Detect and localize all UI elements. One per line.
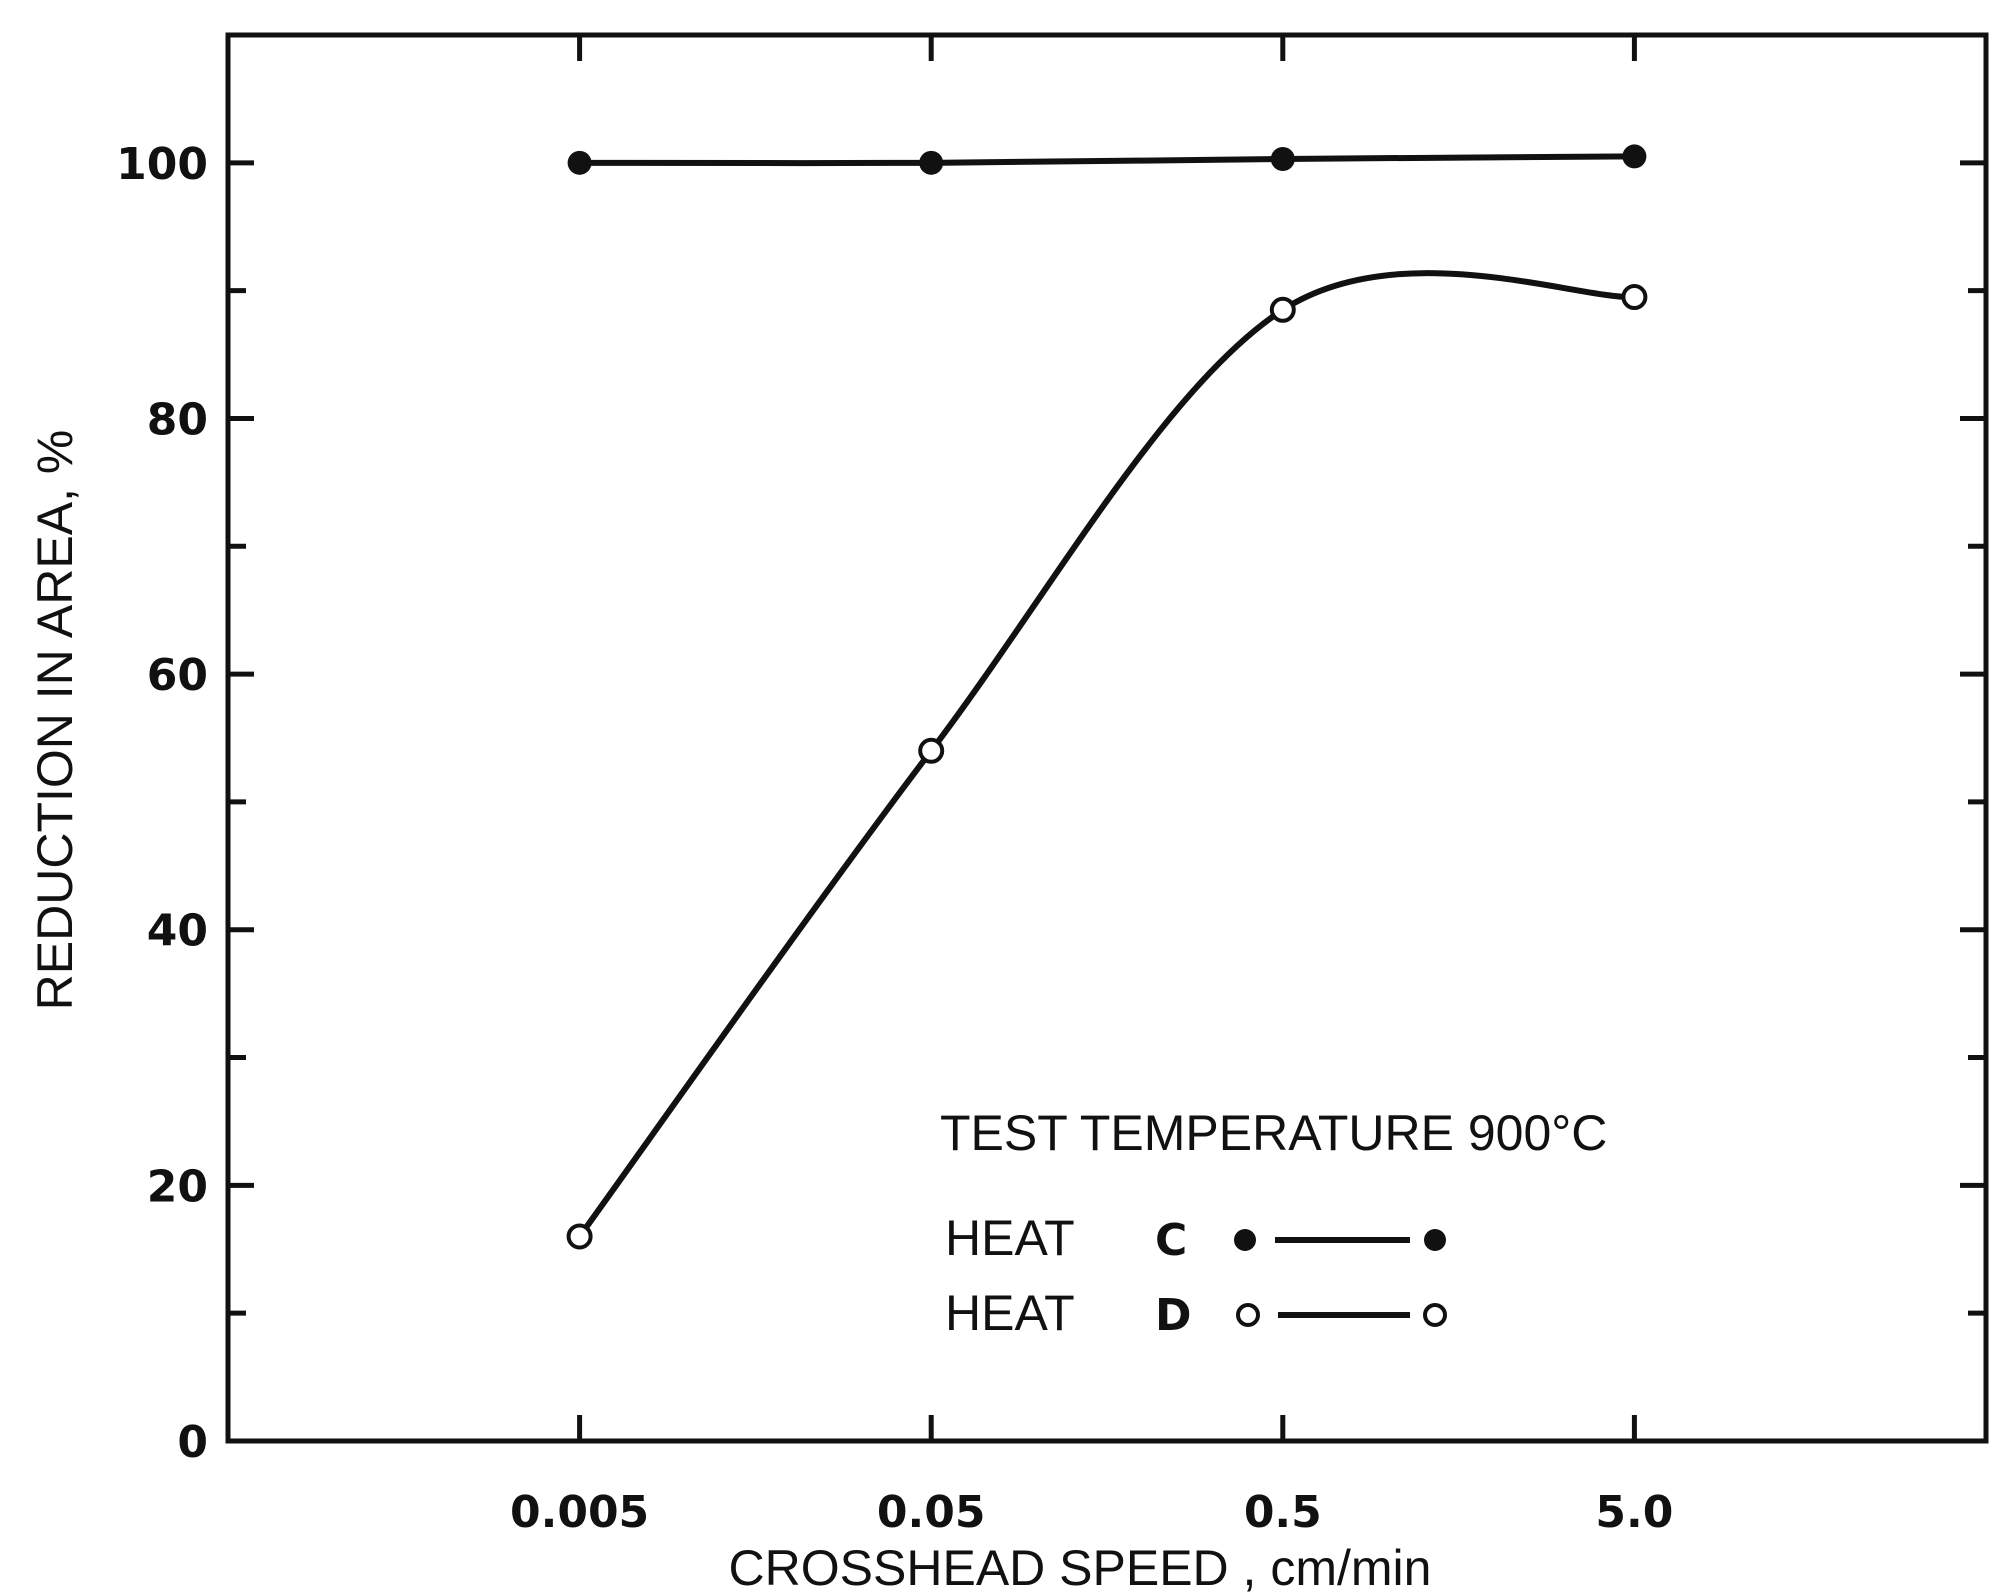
- series-line-d: [577, 270, 1635, 1239]
- y-tick-label: 80: [147, 394, 208, 445]
- data-point-d: [566, 1223, 593, 1250]
- data-point-c: [1270, 146, 1295, 171]
- data-point-d: [918, 737, 945, 764]
- x-tick-label: 0.005: [510, 1487, 649, 1538]
- series-line-c: [579, 153, 1635, 167]
- y-tick-label: 60: [147, 650, 208, 701]
- series-curves: [577, 153, 1635, 1239]
- data-point-d: [1621, 284, 1648, 311]
- legend-c-marker-left: [1234, 1229, 1256, 1251]
- x-tick-label: 0.5: [1244, 1487, 1322, 1538]
- legend-d-marker-left: [1236, 1303, 1260, 1327]
- plot-frame: [225, 32, 1989, 1444]
- legend-heat-c-prefix: HEAT: [945, 1210, 1075, 1266]
- x-tick-label: 5.0: [1595, 1487, 1673, 1538]
- data-point-c: [1622, 144, 1647, 169]
- legend-heat-d-prefix: HEAT: [945, 1285, 1075, 1341]
- legend: TEST TEMPERATURE 900°C HEAT C HEAT D: [940, 1105, 1607, 1341]
- x-axis-ticks: 0.005 0.05 0.5 5.0: [510, 35, 1673, 1538]
- y-tick-label: 20: [147, 1161, 208, 1212]
- y-axis-ticks: 0 20 40 60 80 100: [116, 139, 1986, 1468]
- legend-d-marker-right: [1423, 1303, 1447, 1327]
- legend-c-marker-right: [1424, 1229, 1446, 1251]
- y-axis-title: REDUCTION IN AREA, %: [27, 430, 83, 1011]
- data-point-c: [567, 150, 592, 175]
- data-point-c: [919, 150, 944, 175]
- legend-title: TEST TEMPERATURE 900°C: [940, 1105, 1607, 1161]
- legend-heat-d-letter: D: [1155, 1290, 1192, 1341]
- x-tick-label: 0.05: [877, 1487, 986, 1538]
- y-tick-label: 100: [116, 139, 208, 190]
- data-point-d: [1269, 296, 1296, 323]
- series-markers: [566, 144, 1648, 1250]
- y-tick-label: 40: [147, 906, 208, 957]
- y-tick-label: 0: [177, 1417, 208, 1468]
- legend-heat-c-letter: C: [1155, 1215, 1187, 1266]
- x-axis-title: CROSSHEAD SPEED , cm/min: [729, 1540, 1432, 1596]
